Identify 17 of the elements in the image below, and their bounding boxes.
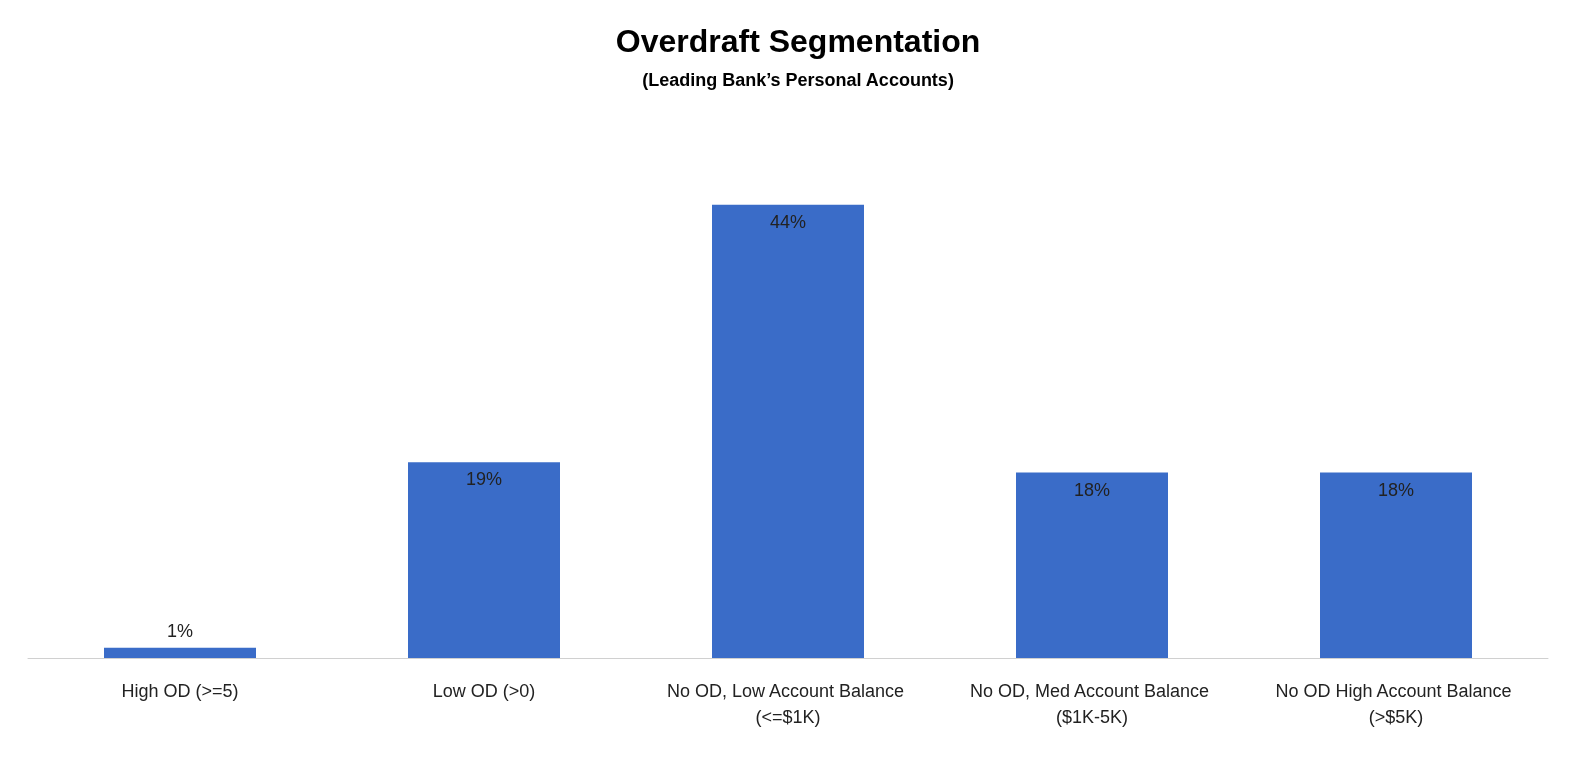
x-tick-label: No OD, Low Account Balance (<=$1K) bbox=[666, 681, 910, 727]
x-tick-label: No OD High Account Balance (>$5K) bbox=[1275, 681, 1517, 727]
x-tick-label: Low OD (>0) bbox=[432, 681, 536, 701]
bar bbox=[104, 647, 256, 658]
chart-title: Overdraft Segmentation bbox=[615, 23, 981, 59]
data-label: 1% bbox=[166, 620, 194, 641]
bar bbox=[1320, 472, 1472, 658]
data-label: 18% bbox=[1377, 479, 1415, 500]
x-tick-label: High OD (>=5) bbox=[121, 681, 239, 701]
data-label: 44% bbox=[769, 211, 807, 232]
bar bbox=[408, 462, 560, 658]
bar bbox=[1016, 472, 1168, 658]
bar bbox=[712, 204, 864, 658]
chart-subtitle: (Leading Bank’s Personal Accounts) bbox=[642, 70, 954, 90]
x-tick-label: No OD, Med Account Balance ($1K-5K) bbox=[969, 681, 1215, 727]
data-label: 19% bbox=[465, 469, 503, 490]
data-label: 18% bbox=[1073, 479, 1111, 500]
